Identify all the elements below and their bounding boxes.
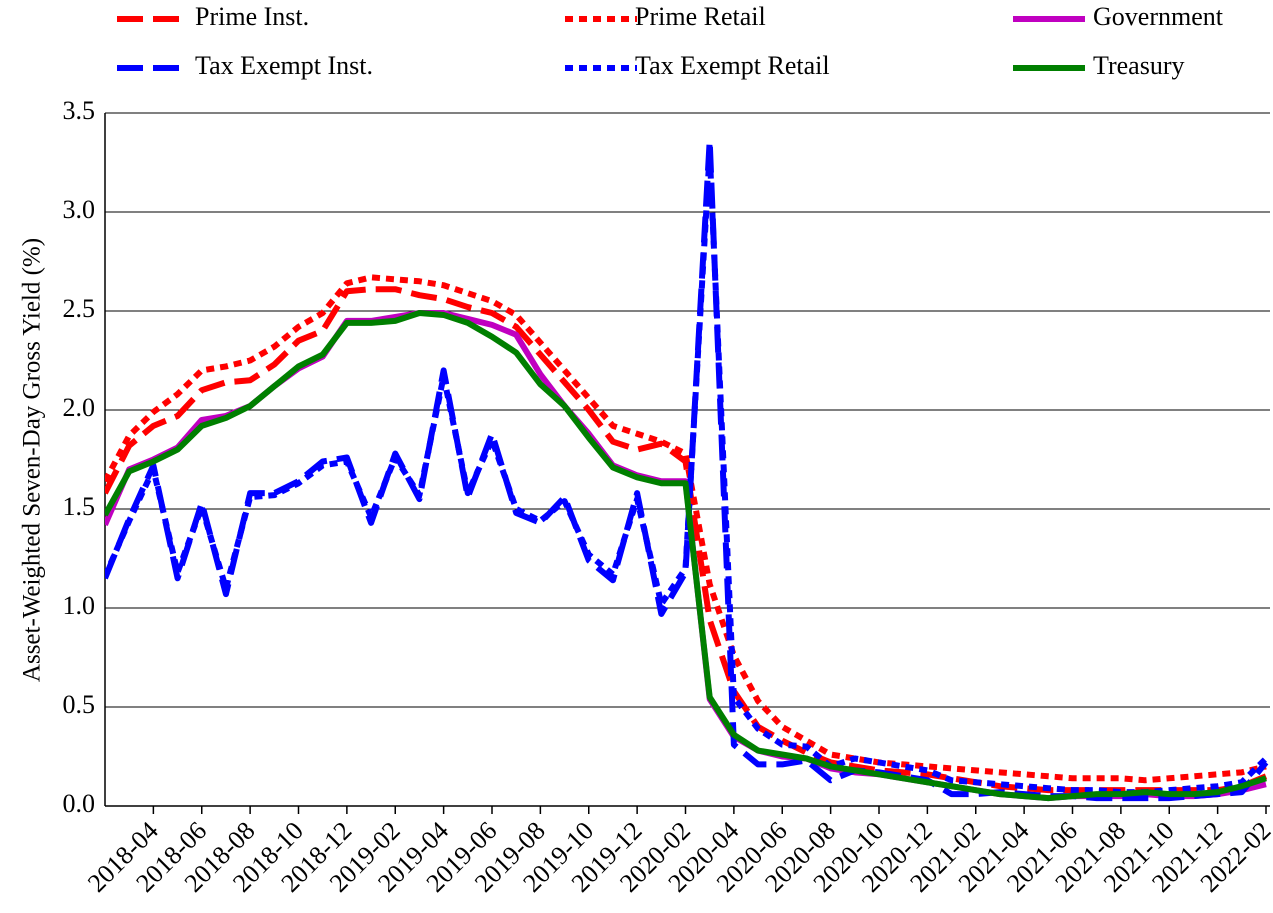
y-tick-label: 0.5	[63, 690, 96, 719]
series-line	[105, 274, 1267, 784]
legend-label: Treasury	[1093, 51, 1184, 80]
y-tick-label: 0.0	[63, 789, 96, 818]
y-tick-label: 2.0	[63, 393, 96, 422]
legend-label: Government	[1093, 2, 1224, 31]
legend-label: Prime Inst.	[195, 2, 309, 31]
y-tick-label: 3.5	[63, 96, 96, 125]
y-tick-label: 1.0	[63, 591, 96, 620]
legend-label: Tax Exempt Retail	[635, 51, 830, 80]
series-line	[105, 149, 1269, 796]
legend-label: Tax Exempt Inst.	[195, 51, 373, 80]
y-tick-label: 3.0	[63, 195, 96, 224]
y-tick-label: 2.5	[63, 294, 96, 323]
legend-label: Prime Retail	[635, 2, 766, 31]
y-axis-title: Asset-Weighted Seven-Day Gross Yield (%)	[19, 238, 46, 682]
y-tick-label: 1.5	[63, 492, 96, 521]
series-line	[105, 309, 1267, 802]
